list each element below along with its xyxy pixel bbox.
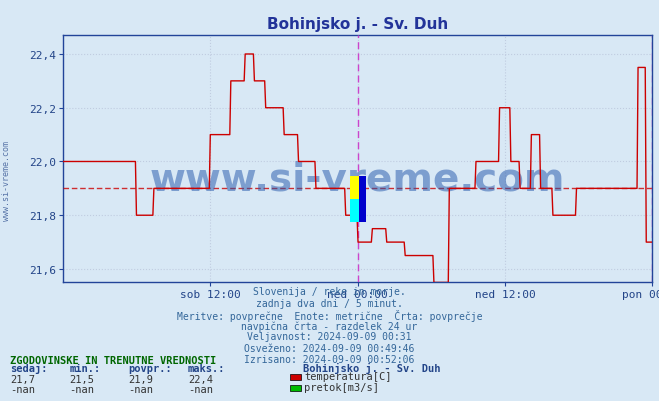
Text: -nan: -nan: [129, 384, 154, 394]
Text: Bohinjsko j. - Sv. Duh: Bohinjsko j. - Sv. Duh: [303, 362, 441, 373]
Text: -nan: -nan: [69, 384, 94, 394]
Text: 21,7: 21,7: [10, 374, 35, 384]
Text: povpr.:: povpr.:: [129, 363, 172, 373]
Bar: [350, 177, 366, 223]
Bar: [350, 200, 359, 223]
Text: Veljavnost: 2024-09-09 00:31: Veljavnost: 2024-09-09 00:31: [247, 332, 412, 342]
Text: pretok[m3/s]: pretok[m3/s]: [304, 382, 380, 392]
Text: 21,5: 21,5: [69, 374, 94, 384]
Text: ZGODOVINSKE IN TRENUTNE VREDNOSTI: ZGODOVINSKE IN TRENUTNE VREDNOSTI: [10, 355, 216, 365]
Text: 22,4: 22,4: [188, 374, 213, 384]
Text: Meritve: povprečne  Enote: metrične  Črta: povprečje: Meritve: povprečne Enote: metrične Črta:…: [177, 309, 482, 321]
Text: Osveženo: 2024-09-09 00:49:46: Osveženo: 2024-09-09 00:49:46: [244, 343, 415, 353]
Text: -nan: -nan: [10, 384, 35, 394]
Text: sedaj:: sedaj:: [10, 362, 47, 373]
Text: -nan: -nan: [188, 384, 213, 394]
Text: min.:: min.:: [69, 363, 100, 373]
Text: zadnja dva dni / 5 minut.: zadnja dva dni / 5 minut.: [256, 298, 403, 308]
Text: Izrisano: 2024-09-09 00:52:06: Izrisano: 2024-09-09 00:52:06: [244, 354, 415, 364]
Text: temperatura[C]: temperatura[C]: [304, 371, 392, 381]
Text: Slovenija / reke in morje.: Slovenija / reke in morje.: [253, 287, 406, 297]
Bar: [350, 177, 359, 200]
Text: www.si-vreme.com: www.si-vreme.com: [150, 160, 565, 198]
Title: Bohinjsko j. - Sv. Duh: Bohinjsko j. - Sv. Duh: [267, 17, 448, 32]
Text: maks.:: maks.:: [188, 363, 225, 373]
Text: navpična črta - razdelek 24 ur: navpična črta - razdelek 24 ur: [241, 320, 418, 331]
Text: 21,9: 21,9: [129, 374, 154, 384]
Text: www.si-vreme.com: www.si-vreme.com: [2, 140, 11, 221]
